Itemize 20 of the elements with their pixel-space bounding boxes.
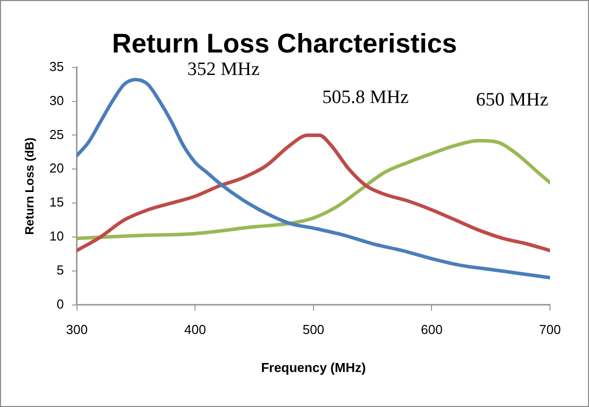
y-tick-label: 25	[49, 126, 64, 142]
x-axis-title: Frequency (MHz)	[261, 360, 366, 375]
annotation: 352 MHz	[187, 58, 260, 80]
annotation: 505.8 MHz	[322, 87, 409, 108]
y-tick-label: 20	[49, 160, 64, 176]
x-tick-label: 600	[420, 322, 443, 338]
y-axis-title: Return Loss (dB)	[22, 137, 37, 235]
x-tick-label: 400	[184, 322, 206, 338]
line-series	[76, 78, 550, 280]
y-tick-label: 30	[49, 92, 64, 108]
y-tick-label: 35	[49, 58, 64, 74]
x-tick-label: 500	[302, 322, 324, 338]
y-tick-label: 5	[56, 262, 64, 278]
y-tick-label: 15	[49, 194, 64, 210]
x-tick-label: 700	[539, 322, 561, 338]
chart-title: Return Loss Charcteristics	[112, 28, 458, 59]
y-tick-label: 10	[49, 228, 64, 244]
x-tick-label: 300	[66, 322, 88, 338]
y-tick-label: 0	[56, 296, 64, 312]
annotation: 650 MHz	[476, 90, 548, 111]
